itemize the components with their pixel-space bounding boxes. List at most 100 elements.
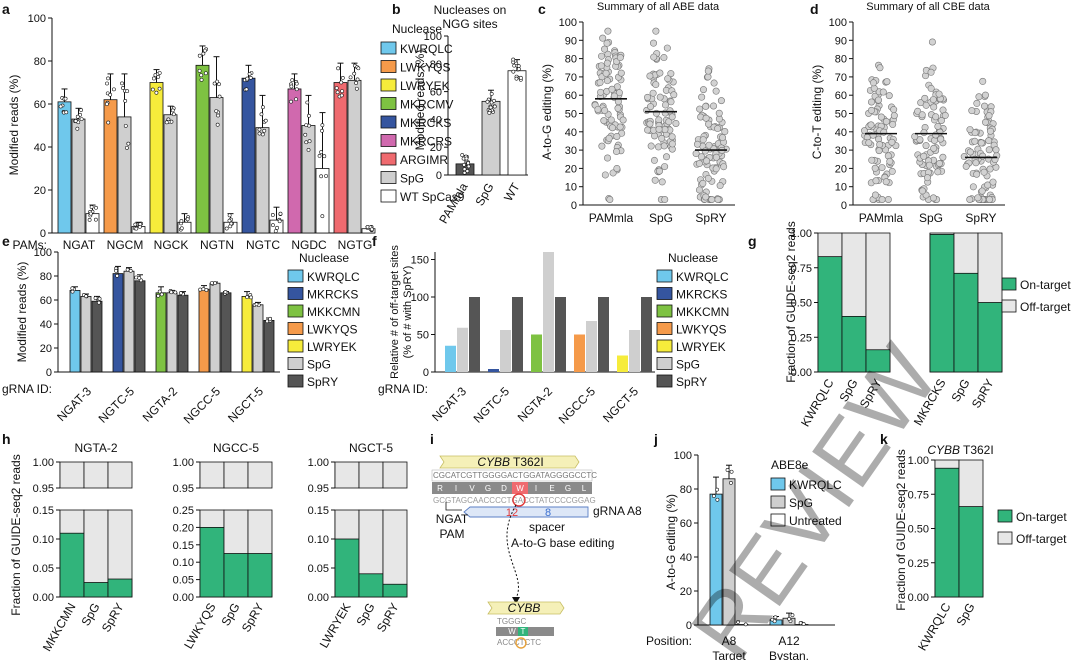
panel-c-y-tick-label: 30	[565, 145, 577, 157]
panel-a-point	[227, 218, 232, 223]
panel-a-point	[197, 68, 202, 73]
panel-j-legend-swatch	[770, 513, 786, 527]
panel-d-point	[867, 106, 875, 114]
panel-f-x-label: NGTC-5	[471, 384, 513, 426]
panel-d-point	[922, 101, 930, 109]
panel-a-point	[229, 221, 234, 226]
panel-a-point	[120, 81, 124, 86]
panel-a-point	[104, 102, 109, 107]
panel-a-point	[179, 226, 184, 231]
panel-a-point	[320, 214, 325, 219]
panel-f-bar	[586, 321, 597, 372]
panel-d-point	[930, 103, 938, 111]
panel-c-point	[655, 125, 663, 133]
panel-a-point	[294, 81, 299, 86]
panel-d-point	[872, 177, 880, 185]
panel-a-y-tick-label: 40	[34, 142, 46, 154]
panel-e-bar	[198, 288, 210, 373]
panel-k-bar-on-target	[958, 506, 984, 598]
panel-j-point	[715, 487, 719, 492]
panel-a-point	[245, 76, 250, 81]
panel-i-edited-aa-highlight	[518, 627, 528, 636]
panel-b-point	[489, 92, 494, 96]
panel-e-point	[156, 293, 161, 298]
panel-c-point	[721, 128, 729, 136]
panel-a-legend-label: ARGIMR	[400, 153, 448, 167]
panel-j-point	[801, 622, 806, 626]
panel-c-point	[712, 87, 720, 95]
panel-e-x-label: NGCT-5	[225, 384, 266, 425]
panel-d-y-label: C-to-T editing (%)	[810, 65, 824, 159]
panel-i-target-circle	[512, 493, 526, 507]
panel-e-point	[134, 275, 139, 280]
panel-d-point	[968, 107, 976, 115]
panel-f-legend-swatch	[656, 304, 673, 318]
panel-d-point	[883, 78, 891, 86]
panel-i-amino-acid: V	[469, 484, 475, 493]
panel-label-a: a	[2, 1, 10, 17]
panel-a-point	[334, 86, 339, 90]
panel-a-point	[261, 105, 265, 110]
panel-a-point	[355, 77, 360, 82]
panel-f-bar	[469, 297, 480, 372]
panel-e-legend-label: LWRYEK	[307, 340, 357, 354]
panel-a-point	[126, 141, 131, 146]
panel-a-point	[277, 219, 282, 224]
panel-a-point	[257, 131, 262, 136]
panel-k-y-label: Fraction of GUIDE-seq2 reads	[894, 449, 908, 610]
panel-d-point	[865, 139, 873, 147]
panel-d-point	[920, 152, 928, 160]
panel-c-point	[614, 104, 622, 112]
panel-f-y-tick-label: 100	[411, 292, 429, 304]
panel-h-x-label: SpRY	[99, 601, 127, 635]
panel-a-bar	[163, 114, 178, 234]
panel-j-x-prefix: Position:	[646, 634, 692, 648]
panel-a-point	[320, 123, 325, 128]
panel-e-point	[198, 287, 203, 292]
panel-c-point	[603, 59, 611, 67]
panel-c-point	[701, 147, 709, 155]
panel-a-point	[273, 229, 278, 233]
panel-d-point	[985, 146, 993, 154]
panel-c-point	[702, 193, 710, 201]
panel-h-bar-off-target-upper	[247, 461, 273, 489]
panel-d-y-tick-label: 70	[835, 72, 847, 84]
panel-k-y-tick-label: 0.50	[908, 524, 929, 536]
panel-j-point	[736, 619, 741, 624]
panel-a-point	[64, 110, 69, 115]
panel-a-point	[278, 211, 283, 216]
panel-e-point	[97, 296, 102, 301]
panel-h-y-tick-label: 0.05	[173, 575, 194, 587]
panel-a-point	[111, 87, 116, 92]
panel-h-y-tick-label: 1.00	[308, 457, 329, 469]
panel-a-legend-swatch	[380, 171, 397, 184]
panel-k-title-mutation: T362I	[963, 443, 994, 457]
panel-h-bar-off-target-upper	[334, 461, 360, 489]
panel-c-point	[612, 148, 620, 156]
panel-c-point	[658, 134, 666, 142]
panel-d-point	[937, 135, 945, 143]
panel-a-point	[94, 205, 98, 210]
panel-h-bar-on-target	[59, 532, 85, 598]
panel-a-point	[290, 78, 295, 83]
panel-c-y-tick-label: 40	[565, 127, 577, 139]
panel-c-point	[655, 167, 663, 175]
panel-c-point	[704, 67, 712, 75]
panel-label-k: k	[880, 431, 888, 447]
panel-b-y-tick-label: 80	[430, 59, 442, 71]
panel-e-bar	[155, 292, 167, 373]
panel-h-y-label: Fraction of GUIDE-seq2 reads	[9, 454, 23, 615]
panel-d-point	[879, 88, 887, 96]
panel-a-legend-swatch	[380, 115, 397, 129]
panel-d-point	[966, 196, 974, 204]
panel-d-y-tick-label: 90	[835, 35, 847, 47]
panel-c-point	[619, 116, 627, 124]
panel-e-legend-swatch	[287, 374, 304, 388]
panel-d-point	[934, 122, 942, 130]
panel-d-point	[882, 178, 890, 186]
panel-i-amino-acid: E	[549, 484, 554, 493]
panel-f-bar	[445, 345, 456, 372]
panel-k-bar-on-target	[934, 467, 960, 598]
panel-a-x-label: NGAT	[63, 238, 96, 252]
panel-d-point	[888, 138, 896, 146]
